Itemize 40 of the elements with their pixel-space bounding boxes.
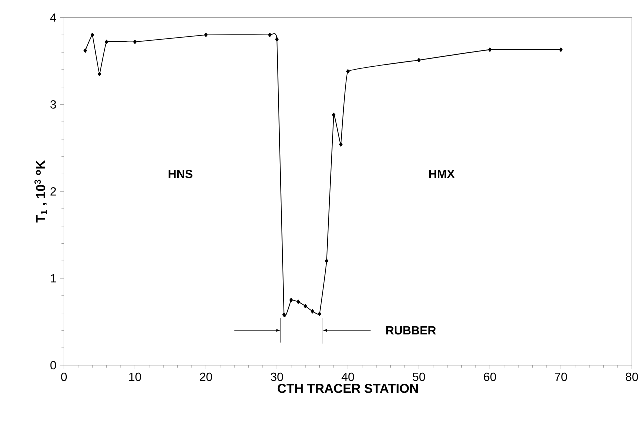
x-tick-label: 40	[342, 373, 354, 382]
point	[488, 48, 492, 52]
y-tick-label: 2	[50, 188, 56, 196]
point	[268, 33, 272, 38]
point	[296, 300, 300, 304]
point	[339, 142, 343, 147]
x-tick-label: 60	[484, 373, 496, 382]
point	[559, 48, 563, 52]
point	[325, 259, 329, 264]
point	[290, 298, 294, 303]
point	[304, 304, 308, 309]
y-tick-label: 3	[50, 100, 56, 110]
point	[310, 310, 314, 314]
x-tick-label: 20	[200, 373, 212, 382]
point	[282, 312, 286, 318]
point	[133, 40, 137, 44]
point	[98, 72, 102, 77]
x-tick-label: 30	[271, 373, 284, 382]
point	[275, 37, 279, 42]
y-tick-label: 4	[50, 14, 56, 22]
point	[204, 33, 208, 38]
x-tick-label: 0	[61, 373, 68, 382]
annotation: RUBBER	[386, 326, 436, 335]
point	[105, 40, 109, 44]
x-axis-title: CTH TRACER STATION	[278, 384, 418, 394]
x-tick-label: 80	[626, 373, 638, 382]
point	[318, 312, 322, 316]
x-tick-label: 50	[413, 373, 426, 382]
annotation: HNS	[168, 170, 193, 179]
point	[90, 33, 94, 38]
y-tick-label: 0	[50, 361, 56, 370]
x-tick-label: 10	[130, 373, 142, 382]
point	[84, 48, 88, 54]
annotation: HMX	[429, 170, 455, 178]
point	[332, 113, 336, 118]
y-tick-label: 1	[51, 274, 56, 283]
x-tick-label: 70	[555, 373, 568, 382]
y-axis-title: T$_{1}$ , 10$^{3 o}$K	[34, 160, 48, 223]
point	[346, 70, 350, 74]
point	[417, 58, 421, 63]
